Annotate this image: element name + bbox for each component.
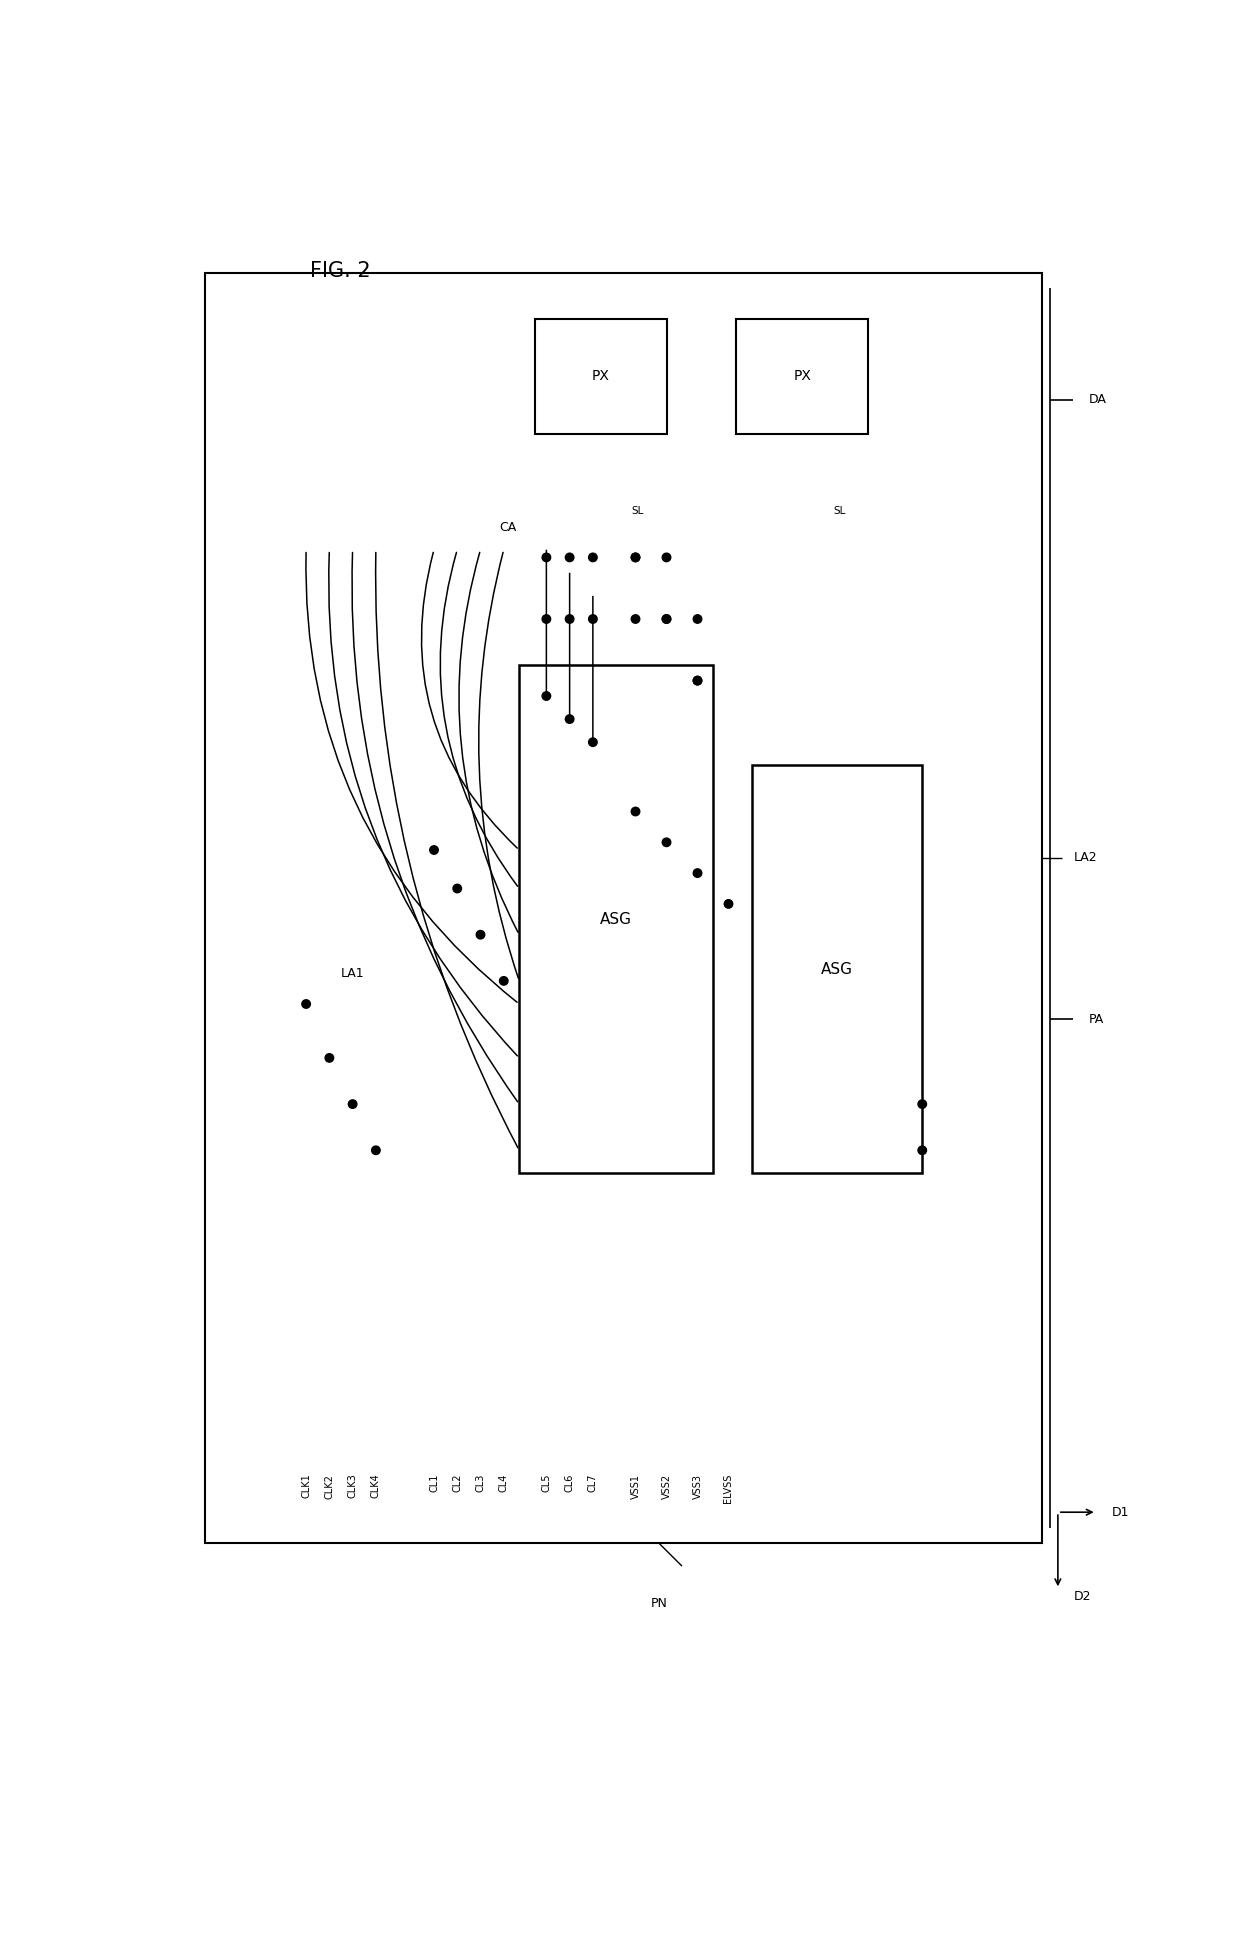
Circle shape (918, 1147, 926, 1154)
Circle shape (372, 1147, 381, 1154)
Text: CL3: CL3 (475, 1474, 486, 1492)
Text: PA: PA (1089, 1012, 1104, 1026)
Circle shape (724, 899, 733, 909)
Text: D2: D2 (1074, 1591, 1091, 1603)
Circle shape (325, 1053, 334, 1063)
Text: LA2: LA2 (1074, 852, 1097, 864)
Circle shape (693, 870, 702, 878)
Text: PX: PX (591, 369, 610, 384)
Text: CL1: CL1 (429, 1474, 439, 1492)
Text: CL5: CL5 (542, 1474, 552, 1492)
Circle shape (693, 677, 702, 684)
Text: ELVSS: ELVSS (723, 1474, 734, 1503)
Text: SL: SL (631, 507, 644, 517)
Text: CLK2: CLK2 (325, 1474, 335, 1498)
Text: PX: PX (794, 369, 811, 384)
Circle shape (631, 614, 640, 624)
Text: FIG. 2: FIG. 2 (310, 261, 371, 281)
Circle shape (631, 554, 640, 562)
Circle shape (476, 930, 485, 940)
Text: PN: PN (650, 1597, 667, 1611)
Text: VSS1: VSS1 (630, 1474, 641, 1500)
Circle shape (542, 554, 551, 562)
Circle shape (565, 716, 574, 723)
Text: D1: D1 (1112, 1505, 1130, 1519)
Text: CL7: CL7 (588, 1474, 598, 1492)
Circle shape (565, 614, 574, 624)
Text: DA: DA (1089, 394, 1107, 406)
Text: VSS3: VSS3 (692, 1474, 703, 1500)
Circle shape (565, 554, 574, 562)
Circle shape (430, 846, 438, 854)
Circle shape (500, 977, 508, 985)
Circle shape (542, 614, 551, 624)
Circle shape (918, 1100, 926, 1108)
Text: CL4: CL4 (498, 1474, 508, 1492)
Circle shape (662, 614, 671, 624)
Text: LA1: LA1 (341, 967, 365, 979)
Circle shape (693, 677, 702, 684)
Circle shape (662, 838, 671, 846)
Text: CLK4: CLK4 (371, 1474, 381, 1498)
Text: CLK1: CLK1 (301, 1474, 311, 1498)
Bar (206, 273, 1043, 1542)
Circle shape (631, 554, 640, 562)
Text: CA: CA (498, 521, 516, 534)
Circle shape (693, 614, 702, 624)
Circle shape (631, 807, 640, 815)
Circle shape (662, 554, 671, 562)
Circle shape (453, 883, 461, 893)
Circle shape (589, 614, 598, 624)
Text: ASG: ASG (821, 961, 853, 977)
Bar (751, 764, 923, 1174)
Bar (534, 318, 667, 435)
Text: SL: SL (833, 507, 846, 517)
Text: CL2: CL2 (453, 1474, 463, 1492)
Bar (737, 318, 868, 435)
Bar (520, 665, 713, 1174)
Circle shape (542, 692, 551, 700)
Circle shape (301, 1000, 310, 1008)
Text: ASG: ASG (600, 913, 632, 926)
Circle shape (589, 737, 598, 747)
Text: VSS2: VSS2 (661, 1474, 672, 1500)
Text: CLK3: CLK3 (347, 1474, 357, 1498)
Text: CL6: CL6 (564, 1474, 574, 1492)
Circle shape (589, 554, 598, 562)
Circle shape (348, 1100, 357, 1108)
Circle shape (662, 614, 671, 624)
